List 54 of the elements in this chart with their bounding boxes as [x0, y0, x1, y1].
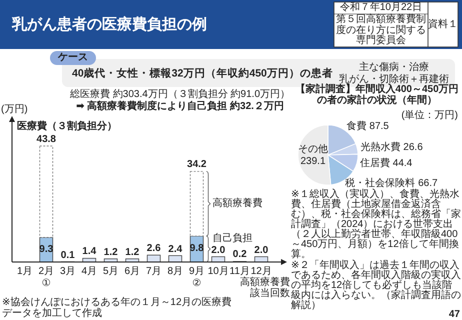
text: 資料１	[428, 18, 458, 30]
x-tick-label: 6月	[123, 266, 142, 278]
x-tick-label: 1月	[16, 266, 34, 278]
text: ※２「年間収入」は過去１年間の収入であるため、各年間収入階級の実収入の平均を12倍しても必ずしも当該階級内には入らない。（家計調査用語の解説）	[291, 260, 461, 311]
x-tick-label: 8月	[166, 266, 184, 278]
x-tick-label: 10月	[206, 266, 230, 278]
slice-label: その他	[298, 143, 328, 155]
data-label: 2.4	[168, 243, 182, 255]
series-label: 自己負担	[212, 232, 252, 244]
x-tick-label: 4月	[80, 266, 98, 278]
x-axis-title: 高額療養費該当回数	[239, 277, 290, 299]
x-tick-label: 5月	[102, 266, 120, 278]
text: 40歳代・女性・標報32万円（年収約450万円）の患者	[72, 67, 333, 80]
data-label: 66.7	[418, 178, 438, 189]
slice-label: 住居費	[360, 158, 390, 170]
data-label: 26.6	[403, 142, 423, 154]
data-label: 1.4	[82, 246, 96, 258]
annotation: 医療費（３割負担分）	[17, 120, 117, 132]
chart-title: 【家計調査】年間収入400～450万円の者の家計の状況（年間）	[294, 84, 460, 106]
data-label: 0.1	[60, 249, 75, 261]
series-label: 高額療養費	[212, 197, 262, 209]
x-tick-label: 9月②	[188, 266, 206, 290]
text: 令和７年10月22日	[338, 2, 424, 14]
total-label: 34.2	[187, 159, 206, 171]
text: 47	[448, 308, 460, 320]
text: 総医療費 約303.4万円（３割負担分 約91.0万円）	[70, 88, 290, 100]
x-tick-label: 12月	[250, 266, 272, 277]
text: ケース	[58, 52, 88, 64]
slice-label: 光熱水費	[360, 142, 400, 154]
data-label: 44.4	[392, 158, 412, 170]
data-label: 2.6	[146, 242, 161, 254]
text: 乳がん患者の医療費負担の例	[12, 16, 207, 34]
slice-label: 税・社会保険料	[345, 178, 416, 189]
x-tick-label: 11月	[228, 266, 250, 277]
data-label: 1.2	[125, 246, 140, 258]
text: ※協会けんぽにおけるある年の１月～12月の医療費データを加工して作成	[2, 297, 233, 319]
text: 乳がん・切除術＋再建術	[339, 74, 449, 85]
x-tick-label: 7月	[144, 266, 163, 278]
data-label: 1.2	[104, 246, 118, 258]
x-tick-label: 3月	[58, 266, 77, 278]
y-axis-title: (万円)	[1, 104, 28, 116]
data-label: 2.0	[254, 244, 268, 256]
total-label: 43.8	[36, 134, 56, 146]
text: ※１総収入（実収入）、食費、光熱水費、住居費（土地家屋借金返済含む）、税・社会保険料は、総務省「家計調査」（2024）における世帯支出（２人以上勤労者世帯、年収階級400～450万円、月額）を12倍して年間換算。	[291, 189, 461, 260]
chart-subtitle: (単位：万円)	[401, 110, 458, 122]
data-label: 2.0	[211, 244, 226, 256]
text: 第５回高額療養費制度の在り方に関する専門委員会	[335, 14, 427, 46]
x-tick-label: 2月①	[37, 266, 56, 290]
data-label: 239.1	[300, 155, 326, 167]
slice-label: 食費	[346, 120, 366, 132]
data-label: 0.2	[232, 249, 247, 261]
data-label: 87.5	[369, 120, 389, 132]
text: ➡ 高額療養費制度により自己負担 約32.２万円	[76, 100, 284, 112]
text: 主な傷病・治療	[359, 62, 429, 74]
